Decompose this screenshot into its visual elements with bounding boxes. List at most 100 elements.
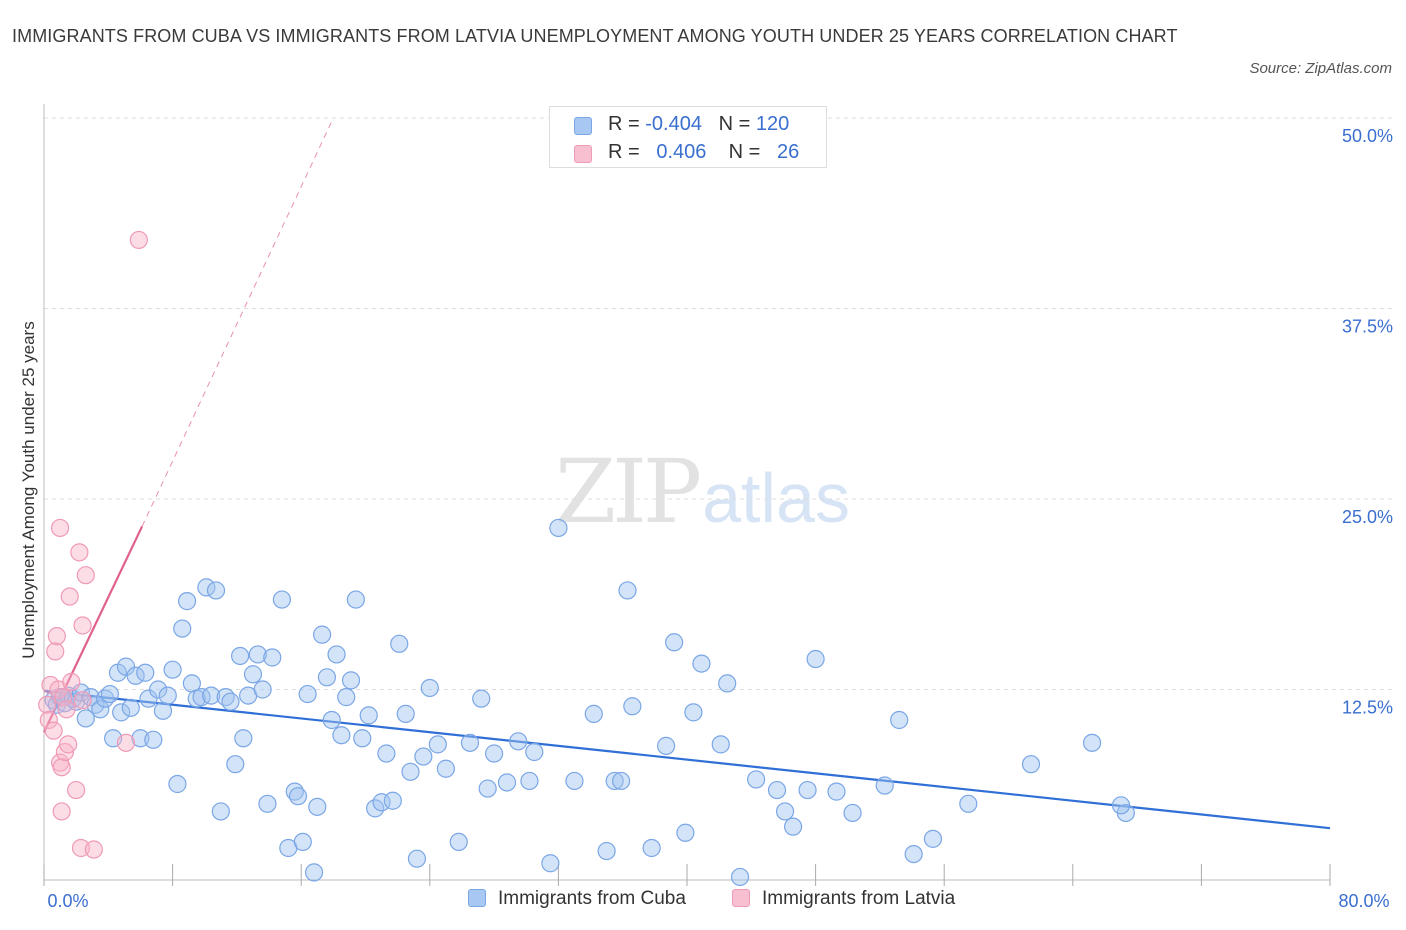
cuba-point xyxy=(139,689,158,708)
cuba-point xyxy=(923,829,943,848)
y-tick-label: 25.0% xyxy=(1342,507,1393,527)
cuba-point xyxy=(597,841,616,861)
cuba-point xyxy=(460,733,480,752)
cuba-point xyxy=(211,802,230,821)
cuba-point xyxy=(520,771,539,791)
cuba-point xyxy=(775,802,795,821)
latvia-point xyxy=(52,802,71,821)
source-label: Source: ZipAtlas.com xyxy=(1249,60,1392,77)
latvia-point xyxy=(39,710,58,730)
cuba-point xyxy=(293,832,312,852)
cuba-point xyxy=(76,709,95,728)
cuba-point xyxy=(353,729,372,748)
cuba-point xyxy=(317,668,337,687)
cuba-point xyxy=(611,771,631,791)
latvia-point xyxy=(116,733,136,752)
cuba-point xyxy=(121,698,140,717)
cuba-point xyxy=(206,581,226,600)
cuba-point xyxy=(173,619,192,638)
cuba-point xyxy=(509,732,528,751)
cuba-point xyxy=(100,684,120,704)
x-tick-label-max: 80.0% xyxy=(1338,891,1389,911)
cuba-point xyxy=(231,646,250,666)
cuba-point xyxy=(248,645,267,664)
y-axis-label: Unemployment Among Youth under 25 years xyxy=(19,321,38,659)
cuba-point xyxy=(1082,733,1102,752)
latvia-point xyxy=(84,840,103,859)
cuba-point xyxy=(332,726,351,745)
cuba-point xyxy=(359,706,378,725)
bottom-cuba-label: Immigrants from Cuba xyxy=(498,888,686,909)
cuba-point xyxy=(718,674,737,693)
cuba-point xyxy=(436,759,455,778)
latvia-point xyxy=(38,695,57,714)
cuba-point xyxy=(337,688,356,707)
cuba-point xyxy=(747,770,766,789)
cuba-point xyxy=(449,832,468,852)
latvia-point xyxy=(52,758,71,777)
latvia-point xyxy=(50,518,70,538)
tick-labels: 12.5% 25.0% 37.5% 50.0% 0.0% 80.0% xyxy=(47,126,1393,911)
cuba-trend-line xyxy=(43,689,1331,830)
bottom-legend-latvia: Immigrants from Latvia xyxy=(732,888,955,910)
cuba-point xyxy=(322,710,341,730)
cuba-point xyxy=(472,689,491,708)
cuba-point xyxy=(396,704,415,723)
latvia-trend-extension xyxy=(141,117,334,527)
cuba-point xyxy=(478,779,497,798)
cuba-point xyxy=(904,844,923,864)
cuba-point xyxy=(767,780,787,800)
cuba-point xyxy=(890,710,909,730)
cuba-point xyxy=(428,735,447,754)
cuba-point xyxy=(163,660,182,679)
cuba-point xyxy=(414,747,433,766)
cuba-point xyxy=(149,680,168,699)
cuba-point xyxy=(298,684,317,704)
axes xyxy=(43,104,1331,886)
latvia-point xyxy=(62,672,81,691)
cuba-point xyxy=(549,518,568,538)
cuba-point xyxy=(312,625,332,644)
latvia-point xyxy=(44,721,63,740)
cuba-point xyxy=(341,671,361,690)
y-tick-label: 37.5% xyxy=(1342,317,1393,337)
cuba-point xyxy=(730,867,750,887)
legend-latvia-n-label: N = xyxy=(728,141,761,163)
cuba-point xyxy=(390,634,409,653)
latvia-swatch xyxy=(574,145,592,163)
cuba-point xyxy=(243,665,263,684)
legend-cuba-r-value: -0.404 xyxy=(645,113,702,135)
cuba-point xyxy=(875,776,894,795)
cuba-point xyxy=(806,649,825,669)
cuba-point xyxy=(112,703,131,722)
cuba-point xyxy=(177,592,197,611)
cuba-point xyxy=(1021,755,1041,774)
watermark-atlas: atlas xyxy=(702,459,850,537)
cuba-point xyxy=(272,590,292,609)
cuba-point xyxy=(584,704,603,723)
legend-cuba-n-label: N = xyxy=(718,113,751,135)
cuba-point xyxy=(153,701,173,720)
latvia-point xyxy=(73,616,92,635)
cuba-point xyxy=(168,774,187,794)
cuba-point xyxy=(959,794,978,813)
cuba-point xyxy=(308,797,327,816)
data-points xyxy=(38,230,1135,887)
cuba-point xyxy=(158,686,177,705)
cuba-point xyxy=(136,663,155,682)
watermark: ZIPatlas xyxy=(555,440,850,543)
bottom-cuba-swatch xyxy=(468,889,486,907)
cuba-point xyxy=(221,692,240,711)
legend-latvia-r-label: R = xyxy=(608,141,640,163)
latvia-point xyxy=(70,543,89,562)
latvia-point xyxy=(73,691,92,710)
latvia-point xyxy=(76,566,95,585)
cuba-point xyxy=(144,730,163,749)
cuba-point xyxy=(420,678,439,698)
cuba-point xyxy=(288,787,308,806)
cuba-point xyxy=(605,771,624,791)
bottom-legend-cuba: Immigrants from Cuba xyxy=(468,888,686,910)
cuba-point xyxy=(665,633,684,652)
cuba-point xyxy=(485,744,504,763)
